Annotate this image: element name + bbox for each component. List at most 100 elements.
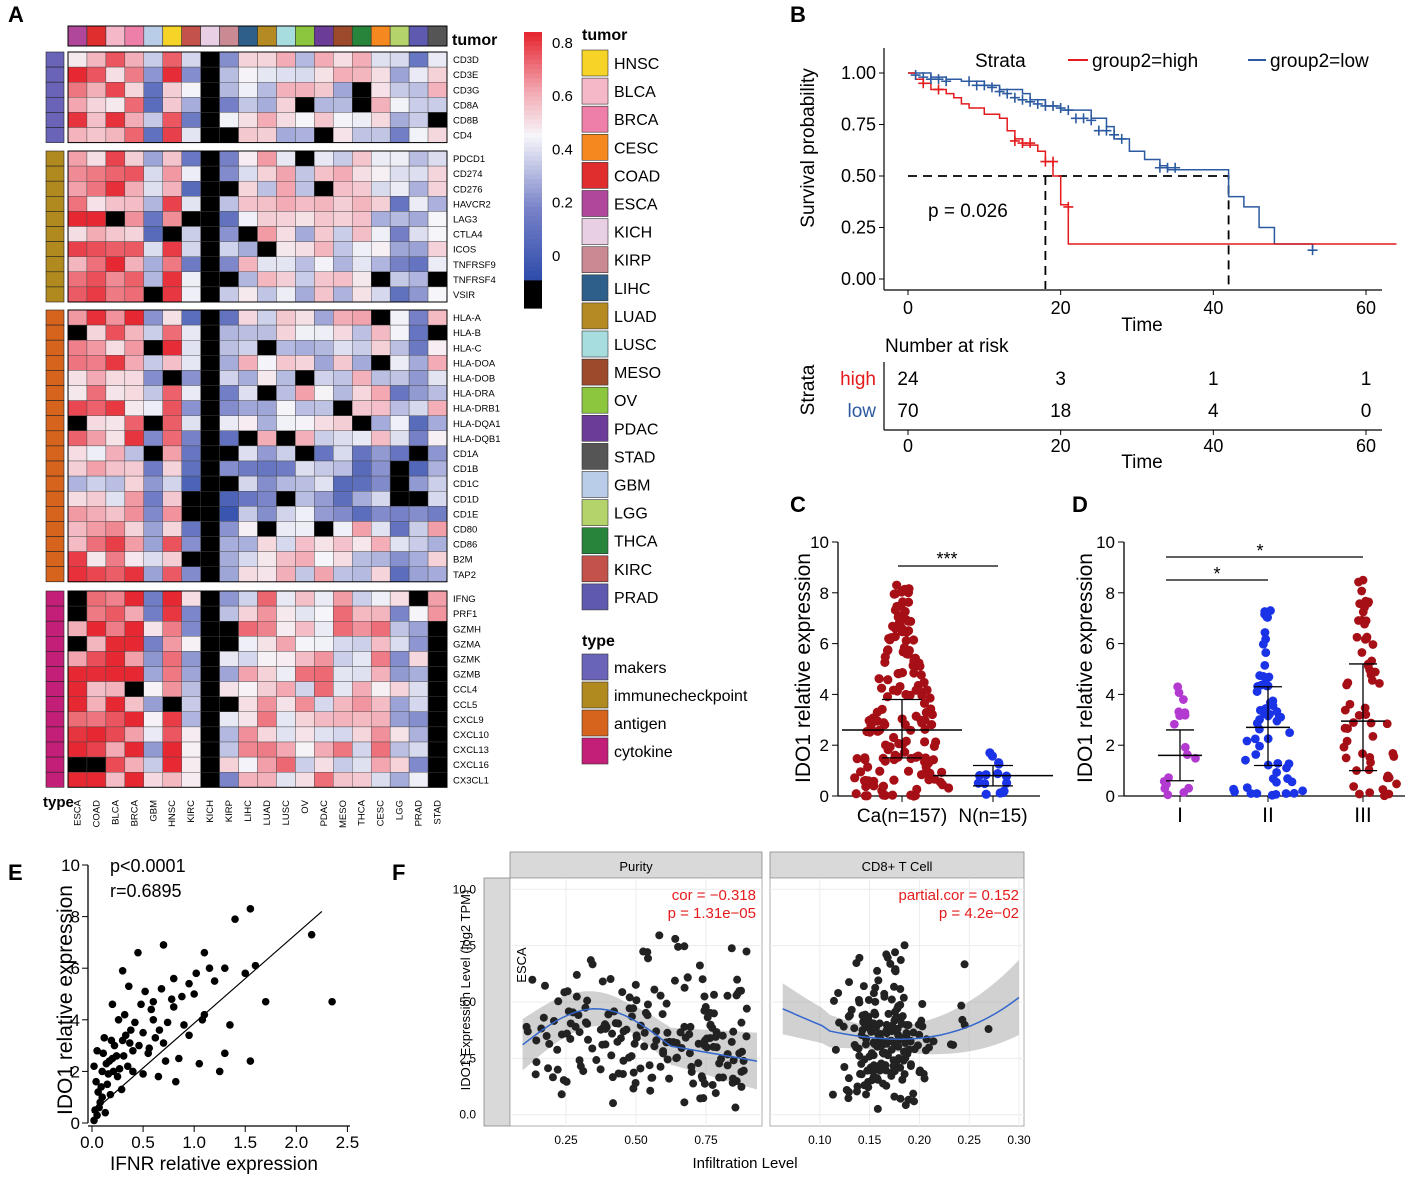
f-point-0 — [655, 931, 664, 940]
heatmap-cell-CD1D-BLCA — [105, 491, 126, 507]
km-censor-low — [1063, 105, 1074, 116]
heatmap-cell-CXCL16-STAD — [427, 756, 448, 773]
row-label-HLA-B: HLA-B — [453, 328, 481, 339]
heatmap-cell-GZMB-CESC — [371, 666, 391, 682]
f-point-0 — [723, 991, 732, 1000]
f-xtick-label-0.15: 0.15 — [858, 1133, 882, 1147]
heatmap-cell-CD1B-PDAC — [314, 460, 334, 477]
column-annotation-CESC — [370, 25, 391, 47]
heatmap-cell-GZMH-BRCA — [124, 621, 144, 637]
heatmap-panel: CD3DCD3ECD3GCD8ACD8BCD4PDCD1CD274CD276HA… — [45, 25, 501, 828]
km-censor-low — [1170, 162, 1181, 173]
heatmap-cell-PDCD1-PRAD — [408, 150, 429, 167]
heatmap-cell-CD86-GBM — [143, 536, 163, 552]
heatmap-cell-CXCL16-BRCA — [124, 756, 144, 773]
dot-0 — [925, 768, 935, 778]
heatmap-cell-CXCL9-COAD — [86, 711, 107, 728]
heatmap-cell-GZMH-PDAC — [314, 621, 334, 637]
colorbar-step — [524, 285, 542, 291]
heatmap-cell-CD1C-PRAD — [408, 475, 429, 492]
heatmap-cell-PDCD1-GBM — [143, 150, 163, 167]
heatmap-cell-HLA-DQA1-STAD — [427, 415, 448, 432]
heatmap-cell-CD1E-OV — [295, 506, 315, 522]
f-point-1 — [893, 1024, 902, 1033]
dot-0 — [900, 606, 910, 617]
dot-0 — [880, 652, 890, 662]
dot-0 — [906, 790, 916, 800]
dot-xtick-label-0: I — [1177, 804, 1183, 827]
heatmap-cell-HLA-B-KIRP — [219, 324, 239, 341]
f-point-1 — [845, 1011, 854, 1020]
heatmap-cell-CXCL16-LIHC — [238, 756, 258, 773]
heatmap-cell-CXCL9-PDAC — [314, 711, 334, 728]
dot-1 — [1285, 728, 1295, 738]
row-label-CD8A: CD8A — [453, 100, 479, 111]
heatmap-cell-CCL4-BLCA — [105, 681, 126, 697]
heatmap-cell-TNFRSF9-PRAD — [408, 256, 429, 273]
f-point-1 — [873, 1074, 882, 1083]
heatmap-cell-CD274-ESCA — [67, 165, 88, 182]
heatmap-cell-CXCL16-HNSC — [162, 756, 182, 773]
risk-title: Number at risk — [885, 336, 1009, 357]
f-point-0 — [557, 1090, 566, 1099]
heatmap-cell-CD8B-BRCA — [124, 112, 144, 128]
heatmap-cell-IFNG-LGG — [389, 590, 410, 607]
f-point-0 — [698, 975, 707, 984]
dot-ytick-label-6: 6 — [820, 635, 829, 654]
heatmap-cell-GZMH-MESO — [333, 621, 353, 637]
heatmap-cell-GZMA-COAD — [86, 636, 107, 652]
heatmap-cell-CD1B-OV — [295, 460, 315, 477]
f-row-label: ESCA — [514, 947, 529, 983]
f-point-0 — [553, 1065, 562, 1074]
heatmap-cell-CD3G-CESC — [371, 81, 391, 98]
dot-ytick-label-10: 10 — [1096, 533, 1115, 552]
heatmap-cell-CD4-STAD — [427, 127, 448, 143]
heatmap-cell-CD3G-LUSC — [276, 81, 296, 98]
heatmap-cell-GZMH-BLCA — [105, 621, 126, 637]
heatmap-cell-CXCL9-LIHC — [238, 711, 258, 728]
heatmap-cell-HLA-DRB1-KIRP — [219, 400, 239, 416]
group-border-antigen — [67, 309, 448, 583]
heatmap-cell-TNFRSF4-ESCA — [67, 271, 88, 288]
heatmap-cell-TAP2-PDAC — [314, 566, 334, 583]
heatmap-cell-CD1A-PDAC — [314, 445, 334, 462]
km-censor-low — [910, 70, 921, 81]
f-point-1 — [875, 1029, 884, 1038]
heatmap-cell-CXCL13-PDAC — [314, 741, 334, 758]
f-point-0 — [737, 1082, 746, 1091]
heatmap-cell-HLA-DOB-OV — [295, 370, 315, 386]
f-point-0 — [700, 1041, 709, 1050]
heatmap-cell-CD8B-LUAD — [257, 112, 277, 128]
dot-0 — [916, 670, 926, 680]
row-label-GZMB: GZMB — [453, 670, 480, 681]
dot-1 — [1272, 716, 1282, 726]
heatmap-cell-GZMB-STAD — [427, 666, 448, 682]
row-label-CD276: CD276 — [453, 184, 483, 195]
dot-0 — [875, 766, 885, 776]
heatmap-cell-CD3E-OV — [295, 66, 315, 83]
e-point — [231, 915, 239, 923]
heatmap-cell-HLA-B-CESC — [371, 324, 391, 341]
heatmap-cell-CD3D-KIRC — [181, 51, 201, 68]
e-point — [169, 1003, 178, 1011]
e-point — [113, 1072, 122, 1081]
heatmap-cell-CD3D-LIHC — [238, 51, 258, 68]
group-border-immunecheckpoint — [67, 150, 448, 303]
type-annotation-CCL5 — [45, 696, 65, 713]
heatmap-cell-GZMK-OV — [295, 651, 315, 667]
type-annotation-PDCD1 — [45, 150, 65, 167]
heatmap-cell-CD4-LUSC — [276, 127, 296, 143]
dot-0 — [901, 736, 911, 746]
heatmap-cell-CD1E-MESO — [333, 506, 353, 522]
type-annotation-CD80 — [45, 521, 65, 537]
heatmap-cell-HLA-DRA-BLCA — [105, 385, 126, 401]
dot-1 — [1251, 750, 1261, 759]
heatmap-cell-VSIR-PDAC — [314, 286, 334, 303]
dot-2 — [1343, 724, 1352, 733]
dot-2 — [1358, 607, 1368, 617]
heatmap-cell-TNFRSF4-COAD — [86, 271, 107, 288]
f-point-0 — [540, 981, 549, 990]
heatmap-cell-CCL5-LIHC — [238, 696, 258, 713]
heatmap-cell-CD80-COAD — [86, 521, 107, 537]
heatmap-cell-TAP2-KIRC — [181, 566, 201, 583]
